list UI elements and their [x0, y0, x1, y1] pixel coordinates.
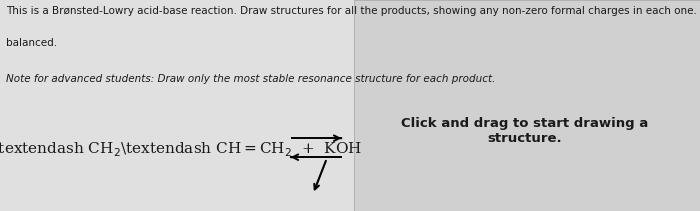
Text: balanced.: balanced. [6, 38, 57, 48]
Text: Click and drag to start drawing a
structure.: Click and drag to start drawing a struct… [401, 117, 649, 145]
Text: $^+$NH$_3$\textendash CH$_2$\textendash CH$=$CH$_2$  +  KOH: $^+$NH$_3$\textendash CH$_2$\textendash … [0, 138, 363, 158]
Bar [0, 0, 354, 211]
Text: Note for advanced students: Draw only the most stable resonance structure for ea: Note for advanced students: Draw only th… [6, 74, 495, 84]
Text: This is a Brønsted-Lowry acid-base reaction. Draw structures for all the product: This is a Brønsted-Lowry acid-base react… [6, 6, 700, 16]
Bar [354, 0, 700, 211]
